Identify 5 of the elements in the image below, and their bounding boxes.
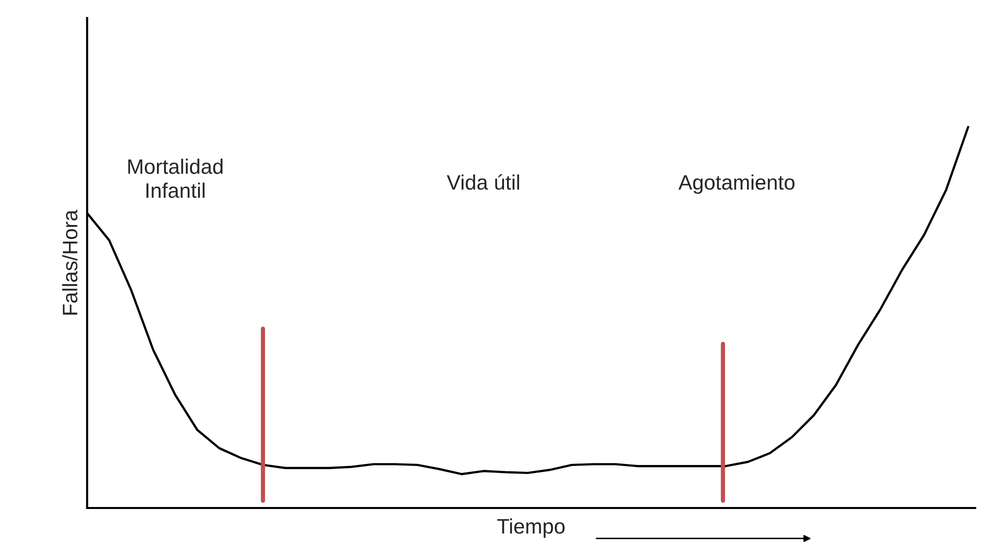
annotation: Agotamiento [678, 174, 794, 194]
annotation: Vida útil [446, 174, 520, 190]
annotation: Mortalidad Infantil [128, 158, 223, 198]
y-axis-title: Fallas/Hora [62, 210, 78, 315]
x-axis-title: Tiempo [497, 518, 565, 538]
